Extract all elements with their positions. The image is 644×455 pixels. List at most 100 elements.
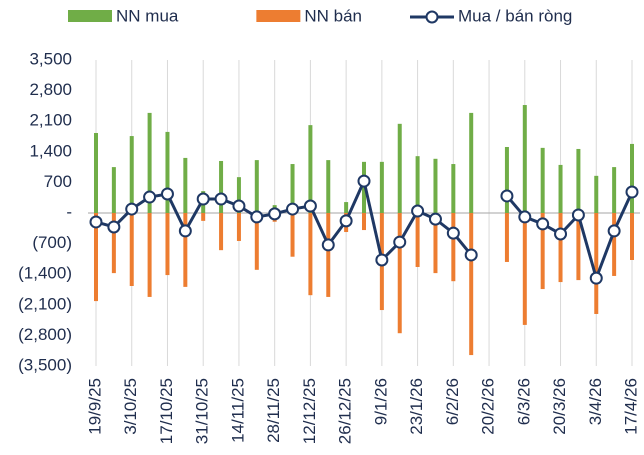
line-marker	[232, 199, 246, 213]
line-marker	[107, 220, 121, 234]
bar	[612, 213, 617, 276]
line-marker	[464, 248, 478, 262]
bar	[165, 131, 170, 213]
y-tick-label: (3,500)	[18, 355, 72, 374]
y-tick-label: 1,400	[29, 141, 72, 160]
y-tick-label: 2,100	[29, 111, 72, 130]
line-marker	[536, 217, 550, 231]
x-tick-label: 20/2/26	[479, 378, 498, 435]
bar	[254, 160, 259, 213]
y-tick-label: 2,800	[29, 80, 72, 99]
bar	[612, 167, 617, 213]
x-tick-label: 6/3/26	[514, 378, 533, 425]
bar	[469, 213, 474, 356]
line-marker	[250, 210, 264, 224]
line-marker	[446, 226, 460, 240]
x-tick-label: 20/3/26	[550, 378, 569, 435]
bar	[540, 213, 545, 290]
bar	[94, 133, 98, 213]
line-marker	[554, 227, 568, 241]
y-tick-label: (2,100)	[18, 294, 72, 313]
bar	[129, 213, 134, 287]
x-tick-label: 6/2/26	[443, 378, 462, 425]
bar	[326, 213, 331, 297]
line-marker	[589, 271, 603, 285]
bar	[254, 213, 259, 270]
bar	[236, 177, 241, 213]
bar	[397, 123, 402, 213]
bar	[94, 213, 98, 302]
bar	[594, 213, 599, 314]
bar	[576, 213, 581, 281]
bar	[594, 175, 599, 213]
bar	[451, 164, 456, 213]
line-marker	[321, 238, 335, 252]
line-marker	[339, 214, 353, 228]
line-marker	[143, 190, 157, 204]
bar	[236, 213, 241, 241]
bar	[308, 125, 313, 213]
line-marker	[428, 212, 442, 226]
bar	[111, 213, 116, 274]
bar	[522, 213, 527, 325]
line-marker	[571, 208, 585, 222]
bar	[558, 213, 563, 283]
bar	[540, 147, 545, 213]
bar	[147, 213, 152, 297]
x-tick-label: 17/10/25	[157, 378, 176, 444]
legend: NN mua NN bán Mua / bán ròng	[68, 6, 572, 25]
line-marker	[214, 192, 228, 206]
bar	[362, 213, 366, 231]
line-marker	[160, 187, 174, 201]
line-marker	[286, 202, 300, 216]
line-marker	[393, 235, 407, 249]
bar	[308, 213, 313, 296]
line-marker	[125, 202, 139, 216]
line-marker	[303, 199, 317, 213]
legend-swatch	[68, 10, 112, 22]
bar	[219, 160, 224, 213]
line-marker	[268, 207, 282, 221]
bar	[630, 213, 634, 260]
y-tick-label: 3,500	[29, 49, 72, 68]
bar	[397, 213, 402, 334]
bar	[433, 158, 438, 213]
bar	[433, 213, 438, 274]
x-tick-label: 31/10/25	[193, 378, 212, 444]
line-marker	[196, 192, 210, 206]
bar	[504, 213, 509, 262]
x-tick-label: 9/1/26	[371, 378, 390, 425]
line-marker	[411, 204, 425, 218]
x-tick-label: 26/12/25	[336, 378, 355, 444]
bar	[522, 105, 527, 213]
bar	[630, 143, 634, 213]
bar	[165, 213, 170, 276]
bar	[451, 213, 456, 282]
line-marker	[357, 174, 371, 188]
bar	[129, 136, 134, 213]
line-marker	[518, 210, 532, 224]
bar	[344, 202, 349, 213]
x-tick-label: 28/11/25	[264, 378, 283, 443]
bar	[469, 112, 474, 213]
y-tick-label: (2,800)	[18, 325, 72, 344]
y-tick-label: (700)	[32, 233, 72, 252]
bar	[504, 146, 509, 213]
x-tick-label: 3/4/26	[586, 378, 605, 425]
bar	[576, 148, 581, 213]
line-marker	[625, 185, 639, 199]
x-tick-label: 23/1/26	[407, 378, 426, 435]
line-marker	[607, 224, 621, 238]
legend-label: NN mua	[116, 6, 179, 25]
bar	[290, 213, 295, 257]
x-tick-label: 3/10/25	[121, 378, 140, 435]
legend-label: Mua / bán ròng	[458, 6, 572, 25]
x-tick-label: 14/11/25	[228, 378, 247, 443]
x-tick-label: 17/4/26	[621, 378, 640, 435]
y-tick-label: -	[66, 202, 72, 221]
bar	[111, 167, 116, 213]
legend-marker	[425, 10, 439, 24]
bar	[219, 213, 224, 251]
bar	[415, 156, 420, 213]
